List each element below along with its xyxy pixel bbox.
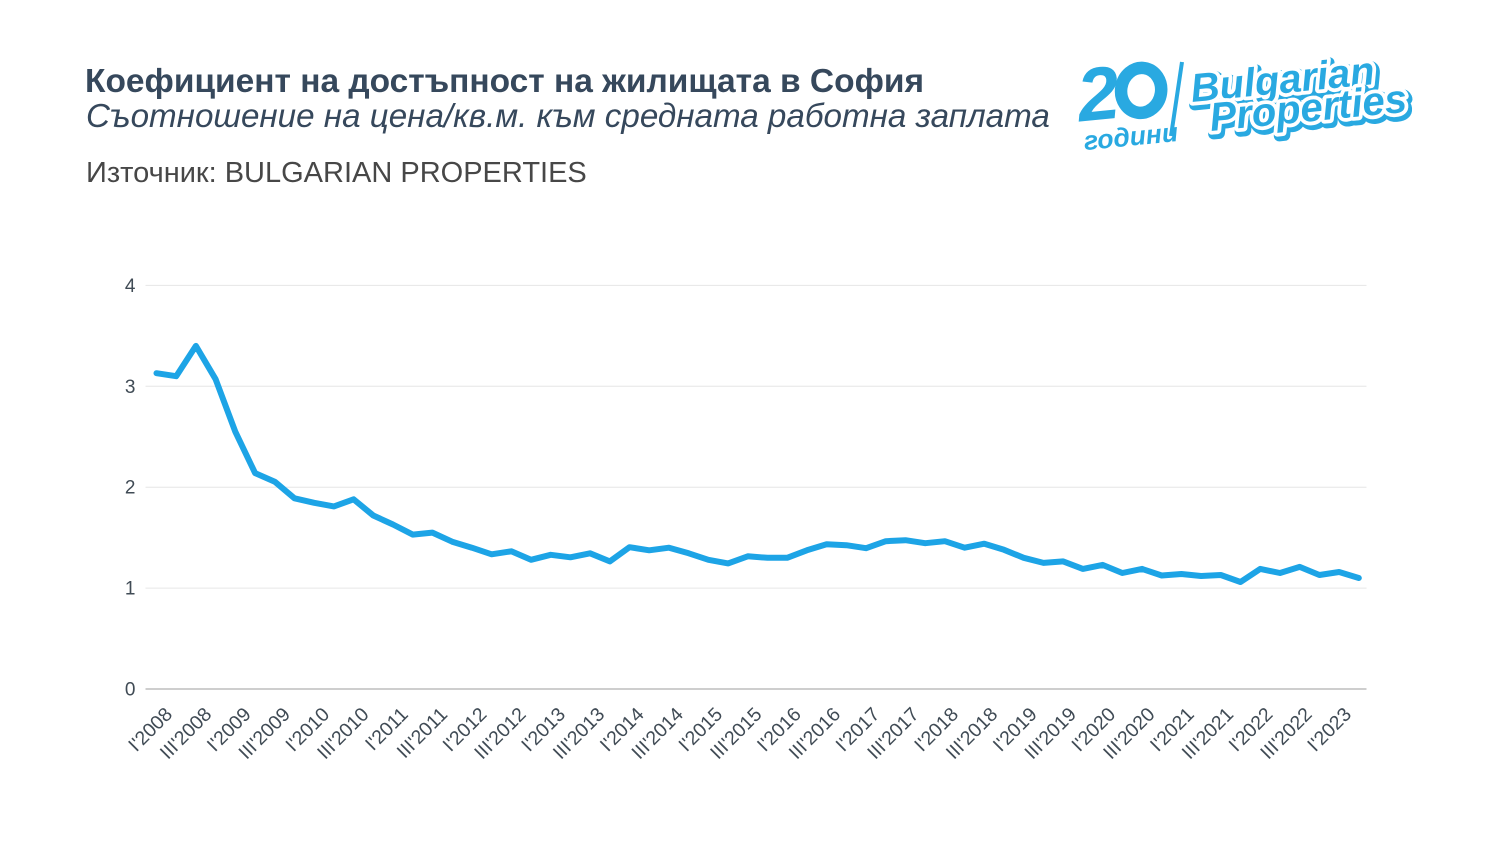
svg-text:3: 3 — [125, 377, 136, 398]
svg-text:4: 4 — [125, 276, 136, 297]
svg-text:2: 2 — [125, 478, 136, 499]
svg-text:0: 0 — [125, 680, 136, 701]
svg-text:Коефициент на достъпност на жи: Коефициент на достъпност на жилищата в С… — [85, 63, 924, 100]
svg-text:1: 1 — [125, 579, 136, 600]
svg-text:Съотношение на цена/кв.м. към: Съотношение на цена/кв.м. към средната р… — [86, 98, 1050, 135]
svg-text:Източник: BULGARIAN PROPERTIES: Източник: BULGARIAN PROPERTIES — [86, 157, 587, 189]
svg-text:2: 2 — [1071, 50, 1123, 138]
